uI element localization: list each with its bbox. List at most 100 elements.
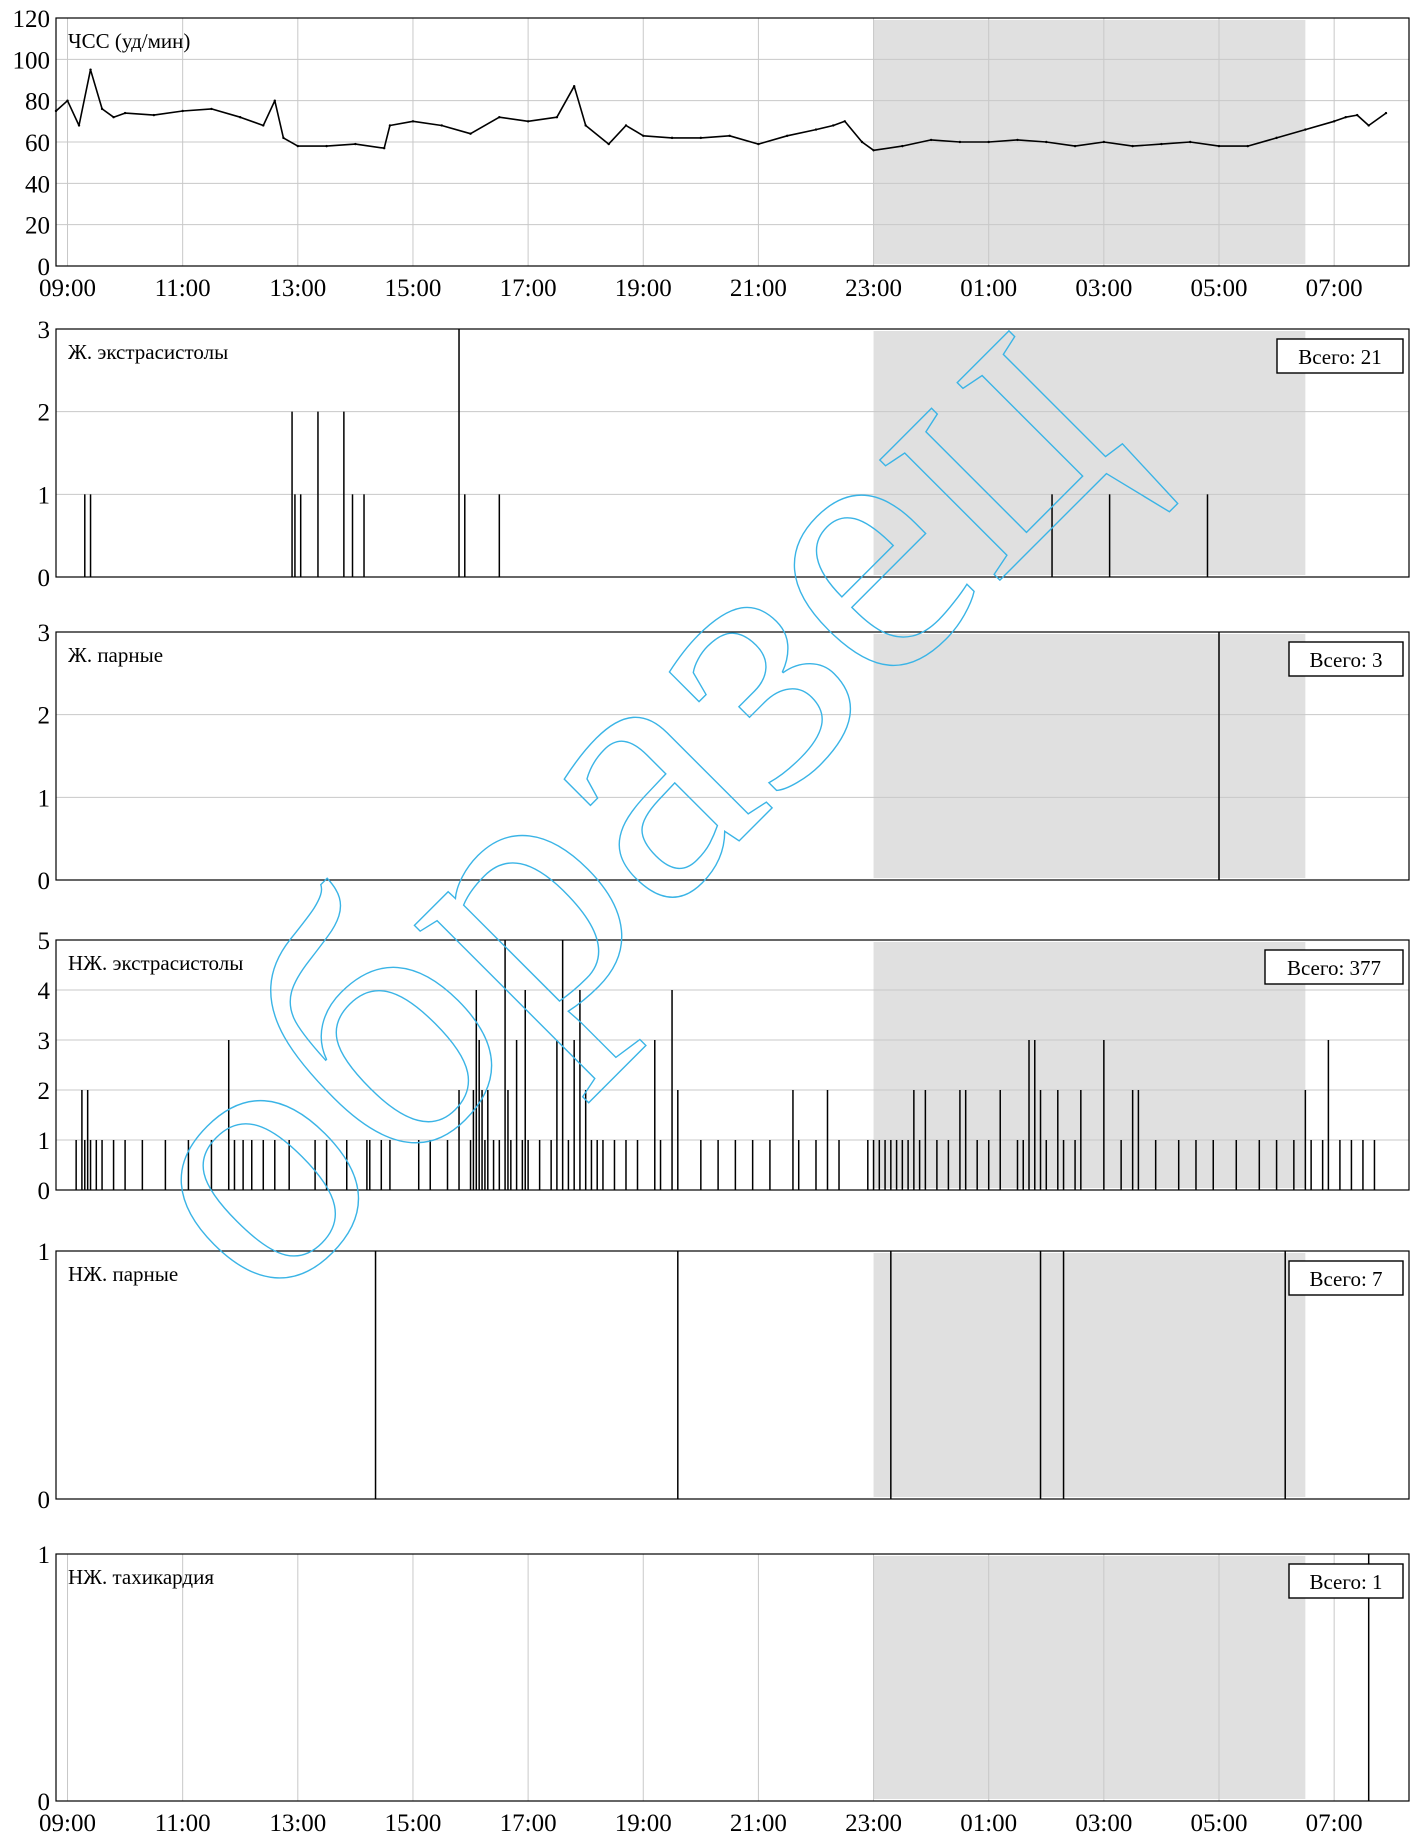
chart-panel-2: 0 1 2 3 Ж. экстрасистолы Всего: 21	[38, 317, 1410, 592]
x-tick-label: 23:00	[845, 1810, 902, 1837]
total-count-box	[1288, 1563, 1404, 1599]
y-tick-label: 0	[38, 565, 51, 592]
panel-title: Ж. экстрасистолы	[68, 340, 228, 364]
heart-rate-point	[860, 140, 864, 144]
panel-frame	[55, 328, 1410, 578]
x-tick-label: 05:00	[1191, 1810, 1248, 1837]
y-tick-label: 0	[38, 868, 51, 895]
total-count-box	[1264, 949, 1404, 985]
chart-panel-1: 0 20 40 60 80 100 120 ЧСС (уд/мин) 09:00 11:00 13:…	[13, 6, 1410, 302]
x-tick-label: 05:00	[1191, 275, 1248, 302]
total-count-box	[1288, 641, 1404, 677]
x-tick-label: 15:00	[384, 275, 441, 302]
heart-rate-point	[699, 136, 703, 140]
night-period-shade	[873, 1556, 1306, 1799]
panel-frame	[55, 1250, 1410, 1500]
panel-frame	[55, 17, 1410, 267]
panel-title: ЧСС (уд/мин)	[68, 29, 190, 53]
x-tick-label: 07:00	[1306, 275, 1363, 302]
heart-rate-point	[1016, 138, 1019, 142]
panel-frame	[55, 1553, 1410, 1802]
x-tick-label: 11:00	[155, 275, 211, 302]
heart-rate-point	[526, 120, 530, 123]
heart-rate-point	[388, 124, 392, 127]
heart-rate-point	[757, 142, 760, 146]
y-tick-label: 20	[25, 213, 50, 240]
heart-rate-point	[382, 147, 386, 150]
night-period-shade	[873, 634, 1306, 878]
heart-rate-point	[958, 140, 962, 144]
heart-rate-point	[469, 132, 472, 135]
heart-rate-point	[624, 124, 628, 127]
y-tick-label: 2	[38, 1078, 51, 1105]
total-count-label: Всего: 1	[1309, 1570, 1382, 1594]
y-tick-label: 40	[25, 171, 50, 198]
heart-rate-point	[901, 144, 904, 148]
y-tick-label: 3	[38, 1028, 51, 1055]
heart-rate-point	[929, 138, 933, 142]
heart-rate-point	[89, 68, 92, 71]
heart-rate-point	[1304, 128, 1307, 131]
heart-rate-point	[843, 120, 846, 123]
x-tick-label: 17:00	[500, 1810, 557, 1837]
x-tick-label: 23:00	[845, 275, 902, 302]
heart-rate-point	[987, 140, 990, 144]
heart-rate-point	[1246, 144, 1249, 148]
x-tick-label: 15:00	[384, 1810, 441, 1837]
x-tick-label: 21:00	[730, 1810, 787, 1837]
heart-rate-point	[642, 134, 645, 137]
heart-rate-point	[498, 116, 501, 119]
x-tick-label: 09:00	[39, 1810, 96, 1837]
chart-panel-3: 0 1 2 3 Ж. парные Всего: 3	[38, 620, 1410, 895]
heart-rate-point	[210, 107, 213, 111]
x-tick-label: 17:00	[500, 275, 557, 302]
heart-rate-point	[152, 113, 156, 117]
heart-rate-point	[282, 136, 285, 140]
heart-rate-point	[325, 144, 328, 148]
y-tick-label: 4	[38, 978, 51, 1005]
x-tick-label: 03:00	[1075, 275, 1132, 302]
heart-rate-point	[411, 120, 415, 123]
heart-rate-point	[728, 134, 731, 137]
x-tick-label: 21:00	[730, 275, 787, 302]
panel-title: НЖ. тахикардия	[68, 1565, 214, 1589]
y-tick-label: 120	[13, 6, 51, 33]
panel-frame	[55, 939, 1410, 1191]
panel-title: Ж. парные	[68, 643, 163, 667]
heart-rate-point	[1367, 124, 1370, 127]
heart-rate-point	[239, 116, 242, 119]
y-tick-label: 0	[38, 1789, 51, 1816]
y-tick-label: 1	[38, 1239, 51, 1266]
heart-rate-point	[872, 149, 875, 152]
heart-rate-point	[1160, 142, 1163, 146]
heart-rate-point	[555, 116, 559, 119]
panel-title: НЖ. парные	[68, 1262, 178, 1286]
heart-rate-point	[584, 124, 587, 127]
y-tick-label: 1	[38, 1128, 51, 1155]
chart-panel-4: 0 1 2 3 4 5 НЖ. экстрасистолы Всего: 377	[38, 928, 1410, 1205]
heart-rate-point	[1073, 144, 1077, 148]
night-period-shade	[873, 331, 1306, 575]
heart-rate-point	[785, 134, 789, 137]
heart-rate-point	[262, 124, 265, 127]
panel-title: НЖ. экстрасистолы	[68, 951, 243, 975]
night-period-shade	[873, 1253, 1306, 1497]
heart-rate-point	[1045, 140, 1048, 144]
y-tick-label: 60	[25, 130, 50, 157]
heart-rate-point	[354, 142, 357, 146]
heart-rate-point	[832, 124, 835, 127]
y-tick-label: 2	[38, 400, 51, 427]
heart-rate-line	[55, 68, 1387, 152]
night-period-shade	[873, 942, 1306, 1188]
chart-panel-6: 0 1 НЖ. тахикардия Всего: 1 09:00 11:00 13:00 1…	[38, 1542, 1410, 1837]
x-tick-label: 01:00	[960, 1810, 1017, 1837]
total-count-label: Всего: 377	[1287, 956, 1381, 980]
heart-rate-point	[572, 85, 576, 88]
x-tick-label: 07:00	[1306, 1810, 1363, 1837]
heart-rate-point	[1355, 113, 1359, 117]
x-tick-label: 09:00	[39, 275, 96, 302]
heart-rate-point	[670, 136, 674, 140]
heart-rate-point	[440, 124, 443, 127]
x-tick-label: 03:00	[1075, 1810, 1132, 1837]
